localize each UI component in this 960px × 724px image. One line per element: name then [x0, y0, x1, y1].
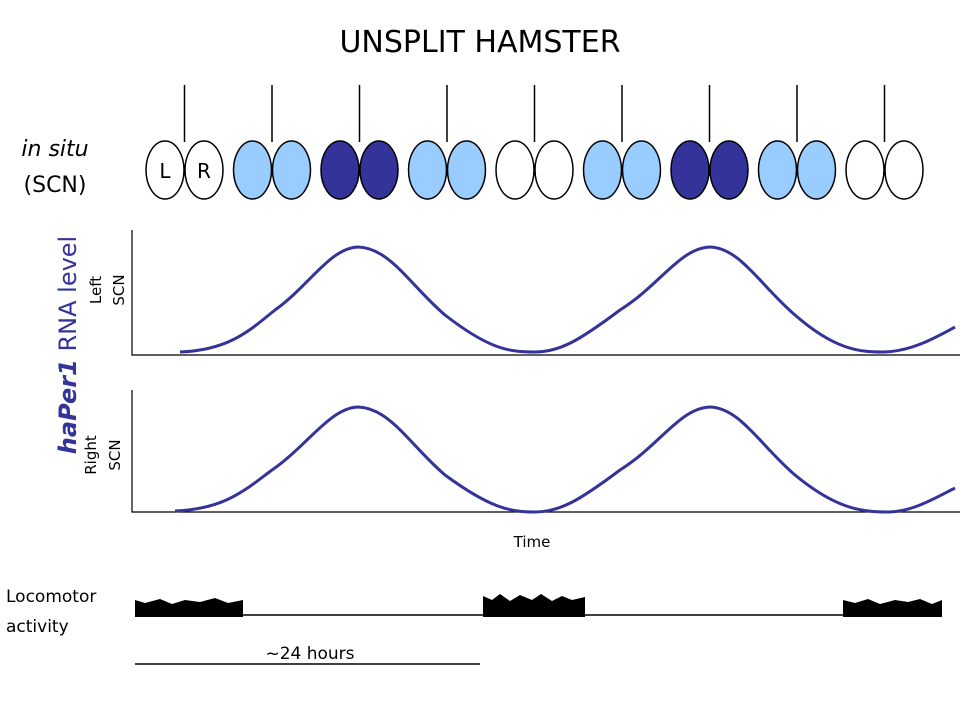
axis — [131, 390, 960, 513]
oval-label: R — [197, 159, 211, 183]
time-label: Time — [513, 533, 551, 551]
right-scn-oval — [534, 140, 574, 200]
left-scn-oval — [757, 140, 798, 200]
left-scn-label: SCN — [110, 274, 128, 305]
left-scn-oval — [320, 140, 360, 200]
scn-label: (SCN) — [24, 173, 87, 198]
title: UNSPLIT HAMSTER — [339, 25, 620, 60]
activity-bout — [843, 599, 942, 617]
left-scn-oval — [670, 140, 710, 200]
left-scn-oval — [495, 140, 535, 200]
y-axis-label: haPer1 RNA level — [54, 236, 82, 454]
left-scn-oval — [845, 140, 885, 200]
right-scn-oval — [446, 140, 487, 200]
left-scn-oval — [582, 140, 623, 200]
right-scn-oval — [271, 140, 312, 200]
oval-label: L — [159, 159, 171, 183]
locomotor-label: activity — [6, 617, 69, 637]
left-scn-curve — [179, 245, 956, 354]
right-scn-oval — [884, 140, 924, 200]
right-scn-oval — [709, 140, 749, 200]
period-label: ~24 hours — [265, 644, 354, 664]
rna-level: RNA level — [54, 236, 82, 359]
axis — [131, 230, 960, 356]
left-scn-oval — [232, 140, 273, 200]
left-scn-label: Left — [87, 276, 105, 304]
right-scn-oval — [184, 140, 224, 200]
right-scn-oval — [796, 140, 837, 200]
left-scn-oval — [407, 140, 448, 200]
left-scn-oval — [145, 140, 185, 200]
locomotor-label: Locomotor — [6, 587, 96, 607]
right-scn-curve — [174, 405, 956, 514]
in-situ-label: in situ — [21, 137, 88, 162]
right-scn-label: Right — [82, 435, 100, 475]
right-scn-oval — [621, 140, 662, 200]
activity-bout — [135, 598, 243, 617]
right-scn-label: SCN — [106, 439, 124, 470]
activity-bout — [483, 594, 585, 617]
right-scn-oval — [359, 140, 399, 200]
gene-name: haPer1 — [54, 359, 82, 454]
